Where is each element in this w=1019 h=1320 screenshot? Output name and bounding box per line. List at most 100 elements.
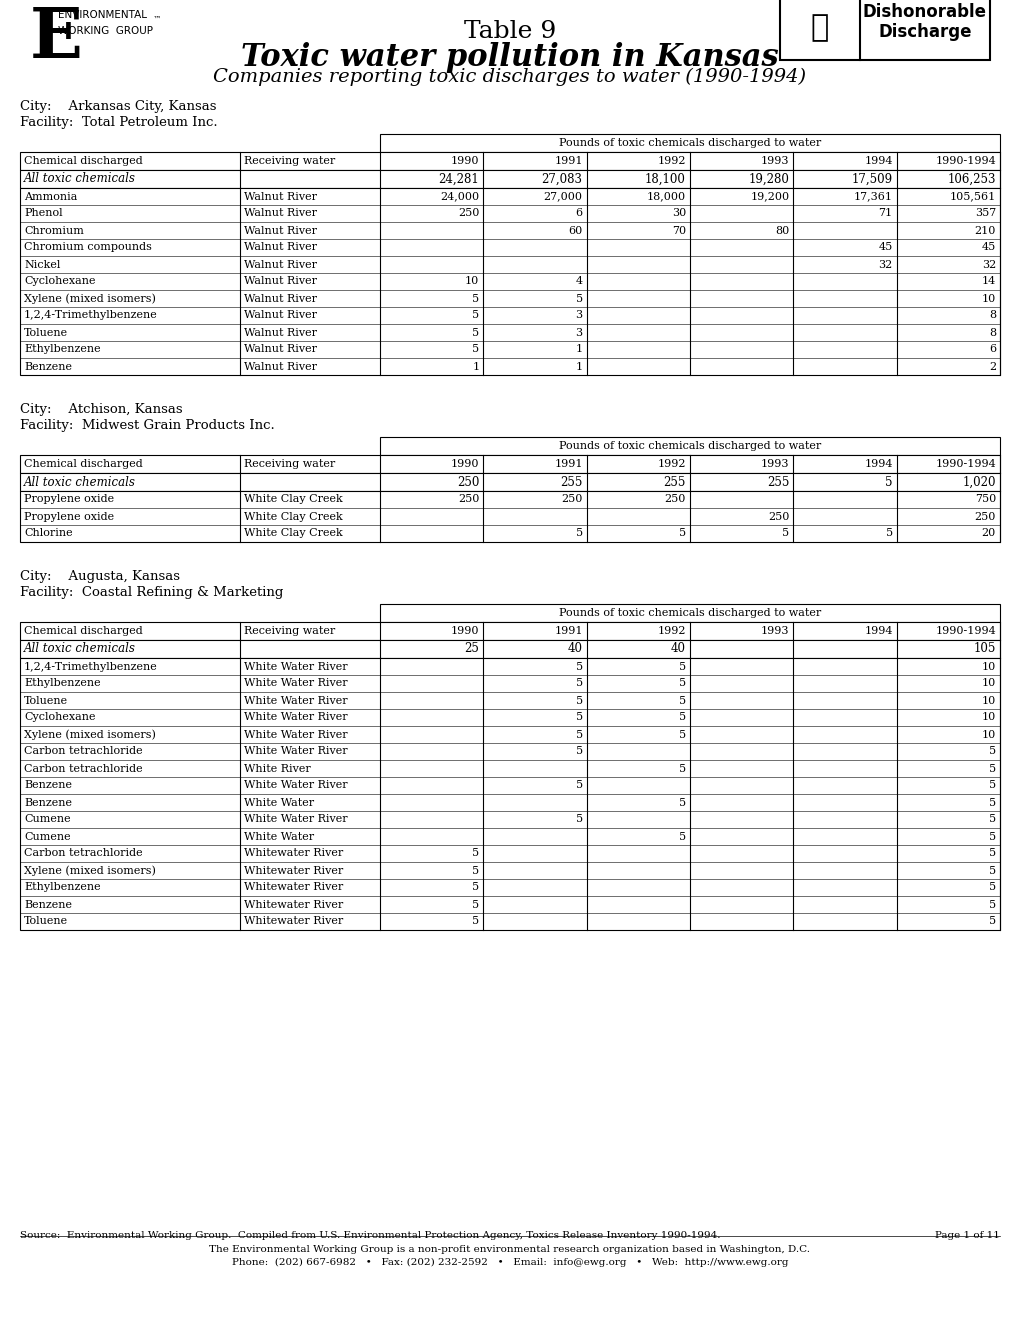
Text: 25: 25 (464, 643, 479, 656)
Text: Toluene: Toluene (24, 327, 68, 338)
Text: 5: 5 (987, 763, 995, 774)
Text: Cumene: Cumene (24, 814, 70, 825)
Text: 5: 5 (679, 661, 686, 672)
Bar (380, 135, 999, 152)
Text: 1,020: 1,020 (962, 475, 995, 488)
Text: Propylene oxide: Propylene oxide (24, 495, 114, 504)
Text: 5: 5 (679, 797, 686, 808)
Text: White Clay Creek: White Clay Creek (244, 511, 342, 521)
Text: 5: 5 (884, 528, 892, 539)
Text: 5: 5 (575, 713, 582, 722)
Text: 10: 10 (981, 696, 995, 705)
Text: 5: 5 (679, 763, 686, 774)
Text: 🏭: 🏭 (810, 13, 828, 42)
Text: Cumene: Cumene (24, 832, 70, 842)
Text: Benzene: Benzene (24, 780, 72, 791)
Text: 1990: 1990 (450, 626, 479, 636)
Text: Chemical discharged: Chemical discharged (24, 626, 143, 636)
Text: 1991: 1991 (553, 626, 582, 636)
Text: Companies reporting toxic discharges to water (1990-1994): Companies reporting toxic discharges to … (213, 69, 806, 86)
Text: 250: 250 (457, 475, 479, 488)
Text: Whitewater River: Whitewater River (244, 866, 343, 875)
Text: 18,000: 18,000 (646, 191, 686, 202)
Text: 17,509: 17,509 (851, 173, 892, 186)
Text: 5: 5 (679, 730, 686, 739)
Text: 5: 5 (782, 528, 789, 539)
Text: Table 9: Table 9 (464, 20, 555, 44)
Text: 8: 8 (987, 310, 995, 321)
Text: Discharge: Discharge (877, 22, 971, 41)
Bar (20, 473, 999, 491)
Text: 1991: 1991 (553, 459, 582, 469)
Text: 105,561: 105,561 (949, 191, 995, 202)
Bar (20, 491, 999, 543)
Text: 5: 5 (679, 528, 686, 539)
Text: Chromium: Chromium (24, 226, 84, 235)
Text: 5: 5 (987, 883, 995, 892)
Text: 10: 10 (981, 293, 995, 304)
Text: 5: 5 (575, 747, 582, 756)
Text: 5: 5 (472, 883, 479, 892)
Text: White Water River: White Water River (244, 814, 347, 825)
Text: 5: 5 (679, 696, 686, 705)
Text: 10: 10 (981, 730, 995, 739)
Text: 1994: 1994 (863, 156, 892, 166)
Text: City:    Augusta, Kansas: City: Augusta, Kansas (20, 570, 179, 583)
Text: 250: 250 (767, 511, 789, 521)
Text: Walnut River: Walnut River (244, 293, 317, 304)
Text: 20: 20 (981, 528, 995, 539)
Text: Walnut River: Walnut River (244, 345, 317, 355)
Text: 1993: 1993 (760, 156, 789, 166)
Text: Benzene: Benzene (24, 899, 72, 909)
Text: Chemical discharged: Chemical discharged (24, 156, 143, 166)
Text: 18,100: 18,100 (644, 173, 686, 186)
Text: 210: 210 (974, 226, 995, 235)
Text: Xylene (mixed isomers): Xylene (mixed isomers) (24, 729, 156, 739)
Text: 5: 5 (472, 916, 479, 927)
Text: White Water: White Water (244, 797, 314, 808)
Text: Ethylbenzene: Ethylbenzene (24, 345, 101, 355)
Text: Walnut River: Walnut River (244, 226, 317, 235)
Text: 1992: 1992 (657, 626, 686, 636)
Bar (20, 187, 999, 375)
Bar (380, 605, 999, 622)
Text: 1,2,4-Trimethylbenzene: 1,2,4-Trimethylbenzene (24, 661, 158, 672)
Text: 1: 1 (575, 345, 582, 355)
Text: White Water River: White Water River (244, 678, 347, 689)
Text: Whitewater River: Whitewater River (244, 883, 343, 892)
Text: 1990-1994: 1990-1994 (934, 459, 995, 469)
Text: 255: 255 (559, 475, 582, 488)
Text: City:    Atchison, Kansas: City: Atchison, Kansas (20, 403, 182, 416)
Text: 70: 70 (672, 226, 686, 235)
Text: 5: 5 (679, 832, 686, 842)
Text: 10: 10 (981, 713, 995, 722)
Text: White Water River: White Water River (244, 747, 347, 756)
Text: Receiving water: Receiving water (244, 626, 335, 636)
Text: White Clay Creek: White Clay Creek (244, 495, 342, 504)
Text: 6: 6 (575, 209, 582, 219)
Text: 5: 5 (472, 327, 479, 338)
Text: Whitewater River: Whitewater River (244, 916, 343, 927)
Text: 5: 5 (884, 475, 892, 488)
Text: Phone:  (202) 667-6982   •   Fax: (202) 232-2592   •   Email:  info@ewg.org   • : Phone: (202) 667-6982 • Fax: (202) 232-2… (231, 1258, 788, 1267)
Text: 5: 5 (575, 678, 582, 689)
Text: 5: 5 (987, 814, 995, 825)
Text: 5: 5 (679, 713, 686, 722)
Bar (20, 152, 999, 170)
Text: Benzene: Benzene (24, 362, 72, 371)
Text: 40: 40 (671, 643, 686, 656)
Text: 24,000: 24,000 (440, 191, 479, 202)
Text: 27,083: 27,083 (541, 173, 582, 186)
Text: 60: 60 (568, 226, 582, 235)
Text: 10: 10 (465, 276, 479, 286)
Text: 71: 71 (877, 209, 892, 219)
Text: Walnut River: Walnut River (244, 276, 317, 286)
Text: 5: 5 (987, 849, 995, 858)
Text: 3: 3 (575, 327, 582, 338)
Text: Cyclohexane: Cyclohexane (24, 713, 96, 722)
Text: 250: 250 (974, 511, 995, 521)
Text: 1990-1994: 1990-1994 (934, 156, 995, 166)
Text: 3: 3 (575, 310, 582, 321)
Text: Pounds of toxic chemicals discharged to water: Pounds of toxic chemicals discharged to … (558, 441, 820, 451)
Text: Carbon tetrachloride: Carbon tetrachloride (24, 763, 143, 774)
